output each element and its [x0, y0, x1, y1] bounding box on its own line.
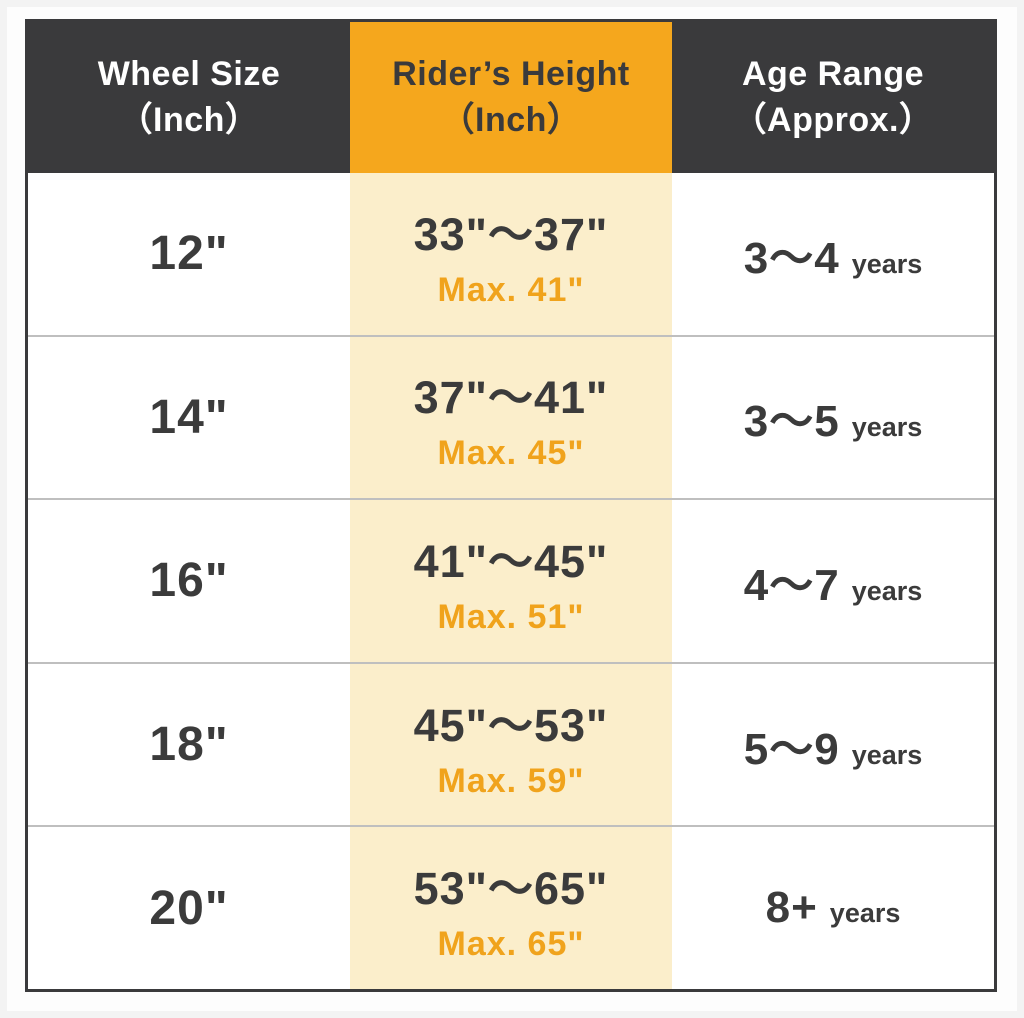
- table-row: 20" 53"～65" Max. 65" 8+ years: [28, 825, 994, 989]
- age-unit-label: years: [829, 898, 901, 929]
- rider-height-range: 53"～65": [413, 863, 609, 915]
- header-cell-wheel-size: Wheel Size （Inch）: [28, 22, 350, 173]
- header-wheel-size-title: Wheel Size: [97, 54, 281, 93]
- table-row: 14" 37"～41" Max. 45" 3～5 years: [28, 334, 994, 499]
- wheel-size-value: 14": [149, 390, 229, 444]
- header-wheel-size-unit: （Inch）: [118, 100, 260, 139]
- age-range-value: 4～7: [743, 560, 840, 610]
- header-rider-height-unit: （Inch）: [440, 100, 582, 139]
- age-unit-label: years: [851, 739, 923, 770]
- rider-height-range: 33"～37": [413, 208, 609, 260]
- table-row: 12" 33"～37" Max. 41" 3～4 years: [28, 173, 994, 335]
- age-range-cell: 3～4 years: [672, 173, 994, 335]
- rider-height-cell: 45"～53" Max. 59": [350, 663, 672, 826]
- wheel-size-cell: 16": [28, 500, 350, 662]
- wheel-size-value: 12": [149, 227, 229, 281]
- rider-height-range: 37"～41": [413, 372, 609, 424]
- rider-height-cell: 41"～45" Max. 51": [350, 500, 672, 662]
- wheel-size-value: 18": [149, 718, 229, 772]
- age-range-value: 3～4: [743, 233, 840, 283]
- wheel-size-value: 16": [149, 554, 229, 608]
- wheel-size-cell: 20": [28, 827, 350, 989]
- table-header-row: Wheel Size （Inch） Rider’s Height （Inch） …: [28, 22, 994, 173]
- header-age-range-unit: （Approx.）: [732, 100, 934, 139]
- rider-height-range: 45"～53": [413, 699, 609, 751]
- age-range-value: 5～9: [743, 724, 840, 774]
- rider-height-cell: 53"～65" Max. 65": [350, 827, 672, 989]
- rider-height-cell: 37"～41" Max. 45": [350, 336, 672, 499]
- age-range-cell: 3～5 years: [672, 337, 994, 499]
- wheel-size-cell: 12": [28, 173, 350, 335]
- age-range-value: 3～5: [743, 397, 840, 447]
- age-range-cell: 8+ years: [672, 827, 994, 989]
- age-unit-label: years: [851, 575, 923, 606]
- rider-height-range: 41"～45": [413, 535, 609, 587]
- age-range-cell: 4～7 years: [672, 500, 994, 662]
- header-cell-age-range: Age Range （Approx.）: [672, 22, 994, 173]
- header-age-range-title: Age Range: [741, 54, 925, 93]
- age-range-cell: 5～9 years: [672, 664, 994, 826]
- age-unit-label: years: [851, 248, 923, 279]
- header-rider-height-title: Rider’s Height: [392, 54, 630, 93]
- age-unit-label: years: [851, 412, 923, 443]
- bike-size-chart-table: Wheel Size （Inch） Rider’s Height （Inch） …: [25, 19, 997, 992]
- rider-height-max: Max. 45": [437, 434, 585, 473]
- age-range-value: 8+: [765, 883, 818, 933]
- rider-height-max: Max. 41": [437, 270, 585, 309]
- rider-height-max: Max. 51": [437, 597, 585, 636]
- wheel-size-value: 20": [149, 881, 229, 935]
- rider-height-max: Max. 59": [437, 761, 585, 800]
- header-cell-rider-height: Rider’s Height （Inch）: [350, 22, 672, 173]
- rider-height-max: Max. 65": [437, 925, 585, 964]
- table-row: 18" 45"～53" Max. 59" 5～9 years: [28, 661, 994, 826]
- table-row: 16" 41"～45" Max. 51" 4～7 years: [28, 498, 994, 662]
- wheel-size-cell: 14": [28, 337, 350, 499]
- rider-height-cell: 33"～37" Max. 41": [350, 173, 672, 335]
- wheel-size-cell: 18": [28, 664, 350, 826]
